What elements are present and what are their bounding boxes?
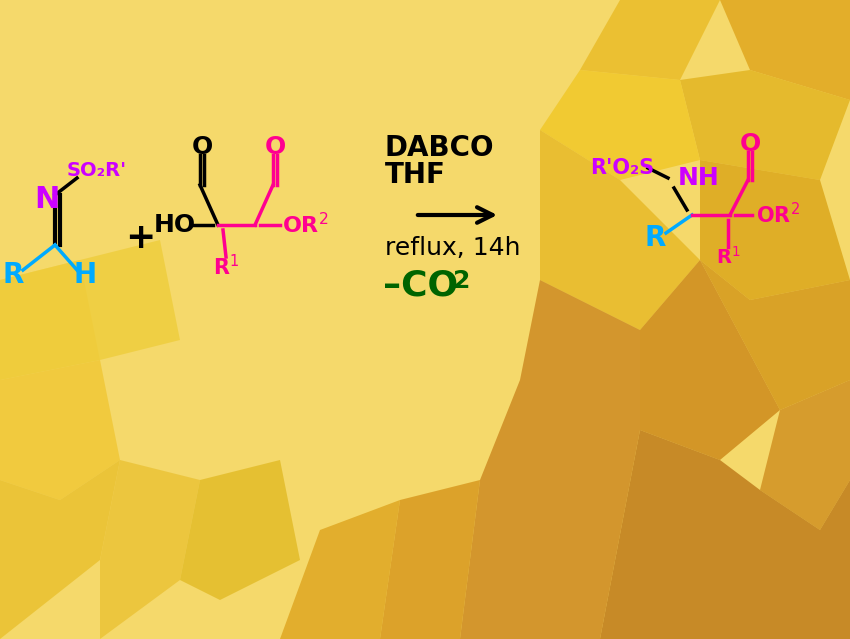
Polygon shape — [0, 260, 100, 380]
Text: H: H — [73, 261, 97, 289]
Text: DABCO: DABCO — [385, 134, 495, 162]
Polygon shape — [720, 0, 850, 100]
Text: O: O — [740, 132, 761, 156]
Text: R: R — [3, 261, 24, 289]
Text: THF: THF — [385, 161, 446, 189]
Polygon shape — [760, 380, 850, 530]
Polygon shape — [540, 70, 700, 180]
Text: R'O₂S: R'O₂S — [590, 158, 654, 178]
Polygon shape — [600, 430, 850, 639]
Polygon shape — [280, 500, 400, 639]
Text: N: N — [34, 185, 60, 215]
Text: R$^1$: R$^1$ — [716, 246, 740, 268]
Text: SO₂R': SO₂R' — [67, 160, 127, 180]
Text: reflux, 14h: reflux, 14h — [385, 236, 520, 260]
Text: OR$^2$: OR$^2$ — [281, 212, 328, 238]
Polygon shape — [700, 260, 850, 410]
Text: O: O — [264, 135, 286, 159]
Polygon shape — [0, 240, 180, 380]
Polygon shape — [680, 70, 850, 180]
Polygon shape — [640, 260, 780, 460]
Polygon shape — [700, 160, 850, 300]
Text: HO: HO — [154, 213, 196, 237]
Polygon shape — [100, 460, 200, 639]
Text: R: R — [644, 224, 666, 252]
Polygon shape — [580, 0, 720, 80]
Polygon shape — [180, 460, 300, 600]
Polygon shape — [0, 360, 120, 500]
Polygon shape — [460, 280, 640, 639]
Text: –CO: –CO — [383, 268, 458, 302]
Text: O: O — [191, 135, 212, 159]
Polygon shape — [540, 130, 700, 330]
Polygon shape — [380, 480, 480, 639]
Text: R$^1$: R$^1$ — [212, 254, 239, 280]
Text: OR$^2$: OR$^2$ — [756, 203, 800, 227]
Text: +: + — [125, 221, 156, 255]
Text: NH: NH — [678, 166, 720, 190]
Text: 2: 2 — [453, 269, 470, 293]
Polygon shape — [0, 460, 120, 639]
